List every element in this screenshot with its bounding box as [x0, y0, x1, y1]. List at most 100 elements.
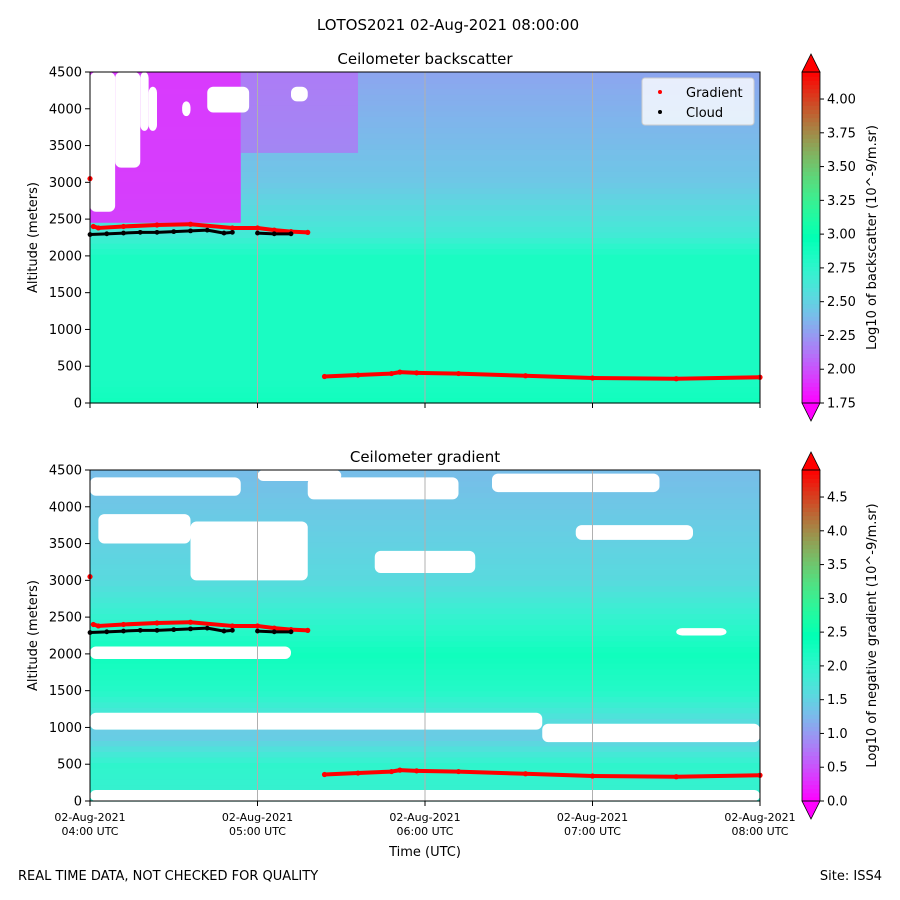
colorbar-swatch — [802, 490, 820, 496]
colorbar-tick-label: 2.25 — [827, 329, 856, 344]
colorbar: 0.0 0.5 1.0 1.5 2.0 2.5 3.0 3.5 4.0 4.5 Log10 of n… — [801, 451, 880, 820]
colorbar-extend-min — [801, 402, 821, 422]
colorbar-swatch — [802, 208, 820, 214]
colorbar-swatch — [802, 307, 820, 313]
colorbar-swatch — [802, 581, 820, 587]
colorbar-tick-label: 2.0 — [827, 659, 848, 674]
colorbar-swatch — [802, 474, 820, 479]
colorbar-swatch — [802, 738, 820, 744]
colorbar-swatch — [802, 183, 820, 189]
colorbar-swatch — [802, 751, 820, 757]
colorbar-swatch — [802, 527, 820, 533]
figure-title: LOTOS2021 02-Aug-2021 08:00:00 — [317, 16, 579, 34]
gradient-segment — [324, 771, 359, 777]
colorbar-swatch — [802, 660, 820, 666]
colorbar-swatch — [802, 353, 820, 359]
colorbar-swatch — [802, 398, 820, 404]
gradient-segment — [156, 222, 191, 227]
colorbar-swatch — [802, 494, 820, 500]
colorbar-swatch — [802, 229, 820, 234]
colorbar-swatch — [802, 569, 820, 575]
colorbar-swatch — [802, 697, 820, 703]
colorbar-swatch — [802, 610, 820, 616]
colorbar-swatch — [802, 668, 820, 674]
colorbar-swatch — [802, 585, 820, 591]
colorbar-swatch — [802, 328, 820, 334]
colorbar-swatch — [802, 722, 820, 728]
gradient-segment — [592, 773, 677, 779]
colorbar-tick-label: 2.75 — [827, 261, 856, 276]
missing-data-patch — [140, 72, 149, 131]
colorbar-swatch — [802, 146, 820, 152]
colorbar-swatch — [802, 767, 820, 773]
cloud-segment — [190, 626, 208, 631]
colorbar-swatch — [802, 303, 820, 309]
colorbar-swatch — [802, 511, 820, 517]
cloud-segment — [123, 230, 141, 235]
cloud-point — [288, 629, 294, 635]
colorbar-swatch — [802, 689, 820, 695]
colorbar-swatch — [802, 672, 820, 678]
colorbar-swatch — [802, 685, 820, 690]
colorbar-swatch — [802, 792, 820, 798]
colorbar-swatch — [802, 394, 820, 400]
gradient-segment — [357, 769, 392, 776]
cloud-segment — [123, 628, 141, 633]
missing-data-patch — [90, 712, 543, 730]
missing-data-patch — [148, 86, 157, 131]
colorbar-label: Log10 of backscatter (10^-9/m.sr) — [865, 125, 880, 350]
colorbar-swatch — [802, 552, 820, 558]
colorbar-swatch — [802, 167, 820, 172]
x-tick-label-line: 05:00 UTC — [229, 825, 286, 838]
missing-data-patch — [190, 521, 308, 581]
colorbar-swatch — [802, 125, 820, 131]
colorbar-swatch — [802, 349, 820, 354]
gradient-segment — [458, 371, 526, 378]
colorbar-swatch — [802, 175, 820, 181]
colorbar-swatch — [802, 225, 820, 230]
colorbar-swatch — [802, 129, 820, 135]
colorbar-swatch — [802, 784, 820, 790]
colorbar-swatch — [802, 647, 820, 653]
y-tick-label: 4500 — [49, 464, 82, 479]
x-tick-label-line: 02-Aug-2021 — [54, 811, 125, 824]
colorbar-swatch — [802, 291, 820, 297]
colorbar-swatch — [802, 76, 820, 81]
colorbar-swatch — [802, 212, 820, 218]
colorbar-swatch — [802, 361, 820, 367]
gradient-segment — [357, 371, 392, 378]
missing-data-patch — [575, 525, 693, 540]
colorbar-swatch — [802, 565, 820, 570]
colorbar-swatch — [802, 258, 820, 263]
axes-title: Ceilometer gradient — [350, 448, 500, 466]
gradient-segment — [324, 373, 359, 379]
colorbar-swatch — [802, 606, 820, 612]
colorbar-swatch — [802, 287, 820, 292]
colorbar-swatch — [802, 503, 820, 508]
colorbar-tick-label: 4.5 — [827, 491, 848, 506]
colorbar-swatch — [802, 113, 820, 119]
colorbar-swatch — [802, 726, 820, 732]
colorbar-swatch — [802, 191, 820, 197]
colorbar-swatch — [802, 92, 820, 98]
gradient-segment — [416, 370, 459, 376]
colorbar-tick-label: 3.25 — [827, 194, 856, 209]
colorbar-tick-label: 3.0 — [827, 592, 848, 607]
colorbar-swatch — [802, 154, 820, 160]
colorbar-swatch — [802, 233, 820, 239]
colorbar-swatch — [802, 171, 820, 177]
colorbar-swatch — [802, 382, 820, 388]
colorbar-swatch — [802, 295, 820, 301]
colorbar-swatch — [802, 336, 820, 342]
colorbar-swatch — [802, 548, 820, 554]
y-tick-label: 3000 — [49, 176, 82, 191]
colorbar-swatch — [802, 573, 820, 579]
colorbar-swatch — [802, 652, 820, 657]
missing-data-patch — [207, 86, 250, 113]
colorbar-swatch — [802, 747, 820, 752]
colorbar-swatch — [802, 577, 820, 583]
colorbar-swatch — [802, 216, 820, 222]
missing-data-patch — [90, 72, 116, 212]
cloud-segment — [206, 228, 225, 235]
